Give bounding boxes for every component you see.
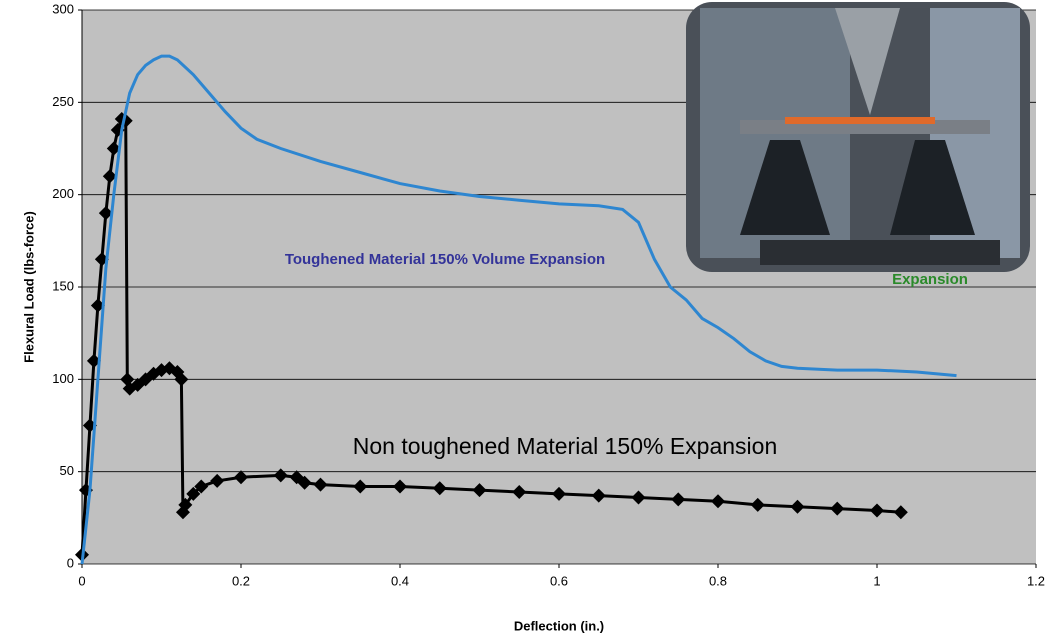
data-point <box>750 497 765 512</box>
x-tick-label: 0.8 <box>709 573 727 588</box>
annotation: Expansion <box>892 271 968 288</box>
data-point <box>234 470 248 485</box>
y-tick-label: 0 <box>67 555 74 570</box>
data-point <box>98 206 113 221</box>
data-point <box>552 486 566 501</box>
annotation: Toughened Material 150% Volume Expansion <box>285 251 605 268</box>
data-point <box>893 505 908 520</box>
series-line <box>80 116 901 555</box>
data-point <box>711 494 725 509</box>
data-point <box>102 169 117 184</box>
data-point <box>631 490 646 505</box>
data-point <box>790 499 805 514</box>
y-tick-label: 150 <box>52 278 74 293</box>
data-point <box>194 479 209 494</box>
y-tick-label: 200 <box>52 186 74 201</box>
data-point <box>830 501 845 516</box>
x-tick-label: 0.2 <box>232 573 250 588</box>
x-tick-label: 1 <box>873 573 880 588</box>
series-line <box>80 54 957 565</box>
data-point <box>90 298 105 313</box>
data-point <box>313 477 328 492</box>
data-point <box>297 475 312 490</box>
y-axis-title: Flexural Load (lbs-force) <box>21 211 36 363</box>
base <box>760 240 1000 265</box>
y-tick-label: 300 <box>52 1 74 16</box>
data-point <box>86 353 101 368</box>
series-layer <box>75 54 957 565</box>
support <box>890 140 975 235</box>
x-tick-label: 1.2 <box>1027 573 1045 588</box>
x-tick-label: 0 <box>78 573 85 588</box>
photo <box>686 2 1030 272</box>
loading-nose <box>835 8 900 115</box>
data-point <box>870 503 884 518</box>
annotation: Non toughened Material 150% Expansion <box>353 433 778 459</box>
data-point <box>671 492 686 507</box>
data-point <box>178 497 193 512</box>
data-point <box>106 141 121 156</box>
data-point <box>273 468 288 483</box>
y-tick-label: 250 <box>52 94 74 109</box>
specimen <box>785 117 935 124</box>
data-point <box>393 479 407 494</box>
support <box>740 140 830 235</box>
x-axis-title: Deflection (in.) <box>514 618 604 633</box>
data-point <box>472 483 487 498</box>
data-point <box>591 488 606 503</box>
data-point <box>432 481 447 496</box>
data-point <box>186 486 201 501</box>
data-point <box>210 473 225 488</box>
x-tick-label: 0.4 <box>391 573 409 588</box>
data-point <box>353 479 368 494</box>
y-tick-label: 50 <box>60 463 74 478</box>
x-tick-label: 0.6 <box>550 573 568 588</box>
y-tick-label: 100 <box>52 371 74 386</box>
data-point <box>174 372 189 387</box>
data-point <box>512 484 527 499</box>
